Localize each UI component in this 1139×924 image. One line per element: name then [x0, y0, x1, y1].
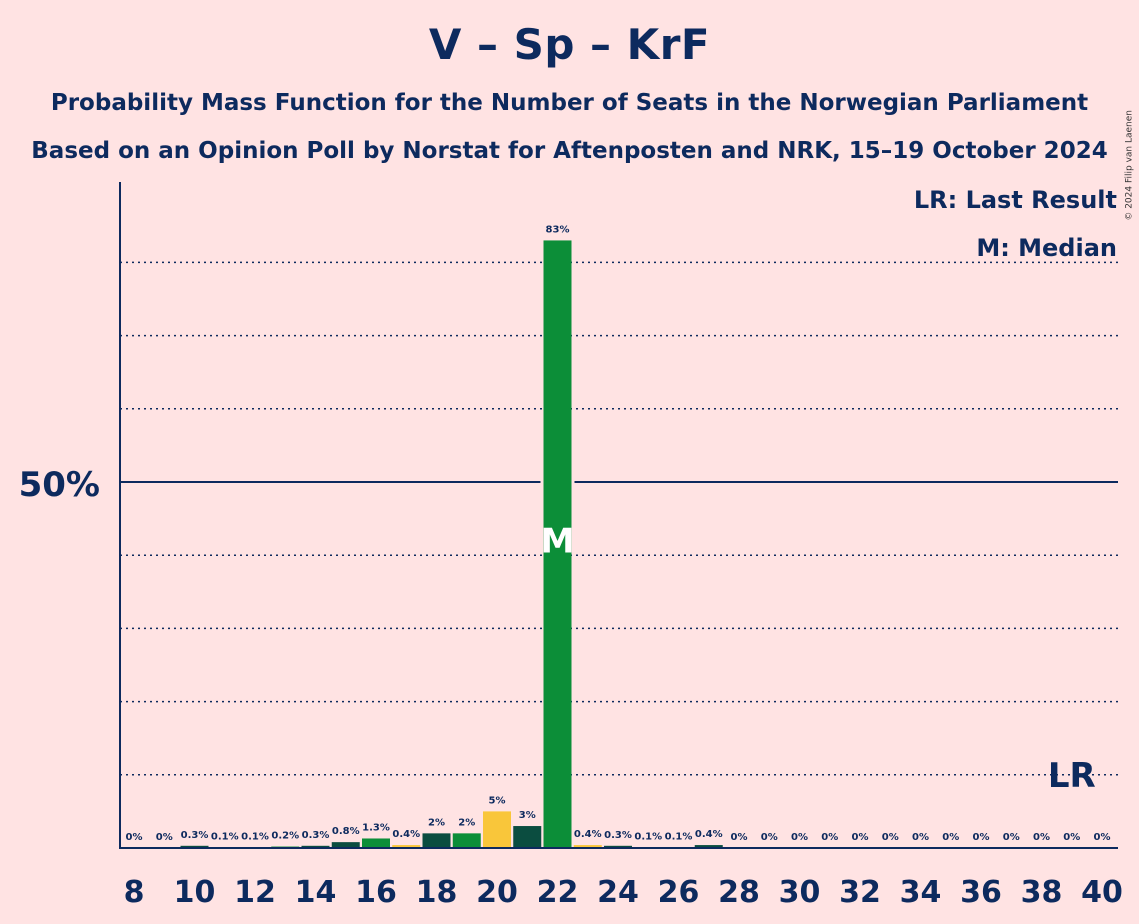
- x-tick-label: 32: [839, 875, 881, 910]
- median-marker: M: [541, 522, 575, 562]
- bar: [180, 845, 209, 848]
- x-tick-label: 20: [476, 875, 518, 910]
- x-tick-label: 38: [1021, 875, 1063, 910]
- bar-value-label: 0.1%: [211, 831, 239, 842]
- bar: [362, 838, 390, 848]
- y-tick-label: 50%: [19, 465, 100, 505]
- bar-value-label: 0%: [821, 832, 838, 843]
- legend-last-result: LR: Last Result: [913, 186, 1117, 214]
- bar: [301, 845, 330, 848]
- x-tick-label: 24: [597, 875, 639, 910]
- bar-value-label: 0.4%: [574, 829, 602, 840]
- x-tick-label: 34: [900, 875, 942, 910]
- bar: [573, 845, 602, 848]
- bar: [543, 240, 572, 848]
- x-tick-label: 22: [537, 875, 579, 910]
- bar-value-label: 0.1%: [665, 831, 693, 842]
- bar-value-label: 0.4%: [392, 829, 420, 840]
- bar-value-label: 5%: [489, 795, 506, 806]
- bar: [331, 842, 360, 848]
- x-tick-label: 26: [658, 875, 700, 910]
- x-tick-label: 10: [174, 875, 216, 910]
- bar-value-label: 0%: [761, 832, 778, 843]
- x-tick-label: 12: [234, 875, 276, 910]
- bar-value-label: 0.2%: [271, 831, 299, 842]
- bar: [452, 833, 481, 848]
- bar-value-label: 0.8%: [332, 826, 360, 837]
- chart-subtitle-source: Based on an Opinion Poll by Norstat for …: [31, 138, 1108, 164]
- bar: [604, 845, 632, 848]
- bar-value-label: 0%: [942, 832, 959, 843]
- bar-value-label: 0.3%: [302, 830, 330, 841]
- bar-value-label: 83%: [546, 224, 570, 235]
- chart-subtitle: Probability Mass Function for the Number…: [50, 90, 1089, 116]
- bar-value-label: 2%: [428, 817, 445, 828]
- bar: [694, 845, 723, 848]
- x-tick-label: 18: [416, 875, 458, 910]
- bar: [513, 826, 542, 848]
- bar-value-label: 0%: [852, 832, 869, 843]
- last-result-marker: LR: [1048, 756, 1096, 796]
- bar-value-label: 2%: [458, 817, 475, 828]
- bar-value-label: 3%: [519, 810, 536, 821]
- x-tick-label: 30: [779, 875, 821, 910]
- bar: [392, 845, 421, 848]
- x-tick-label: 28: [718, 875, 760, 910]
- chart-title: V – Sp – KrF: [428, 20, 711, 69]
- bar-value-label: 0%: [1033, 832, 1050, 843]
- x-tick-label: 14: [295, 875, 337, 910]
- bar-value-label: 0.3%: [604, 830, 632, 841]
- bar-value-label: 0%: [1003, 832, 1020, 843]
- bar-value-label: 0%: [912, 832, 929, 843]
- bar-value-label: 0%: [731, 832, 748, 843]
- bar-value-label: 0%: [1094, 832, 1111, 843]
- bar-value-label: 0%: [156, 832, 173, 843]
- bar-value-label: 0.3%: [181, 830, 209, 841]
- bar-value-label: 0%: [882, 832, 899, 843]
- bar-value-label: 0.4%: [695, 829, 723, 840]
- bar-value-label: 1.3%: [362, 822, 390, 833]
- x-tick-label: 36: [960, 875, 1002, 910]
- x-tick-label: 8: [124, 875, 145, 910]
- bar-value-label: 0%: [973, 832, 990, 843]
- bar-value-label: 0%: [126, 832, 143, 843]
- bar-value-label: 0.1%: [634, 831, 662, 842]
- x-tick-label: 16: [355, 875, 397, 910]
- bar: [483, 811, 511, 848]
- x-tick-label: 40: [1081, 875, 1123, 910]
- bar: [422, 833, 451, 848]
- bar-value-label: 0%: [1063, 832, 1080, 843]
- bar-value-label: 0%: [791, 832, 808, 843]
- legend-median: M: Median: [976, 234, 1117, 262]
- bar-value-label: 0.1%: [241, 831, 269, 842]
